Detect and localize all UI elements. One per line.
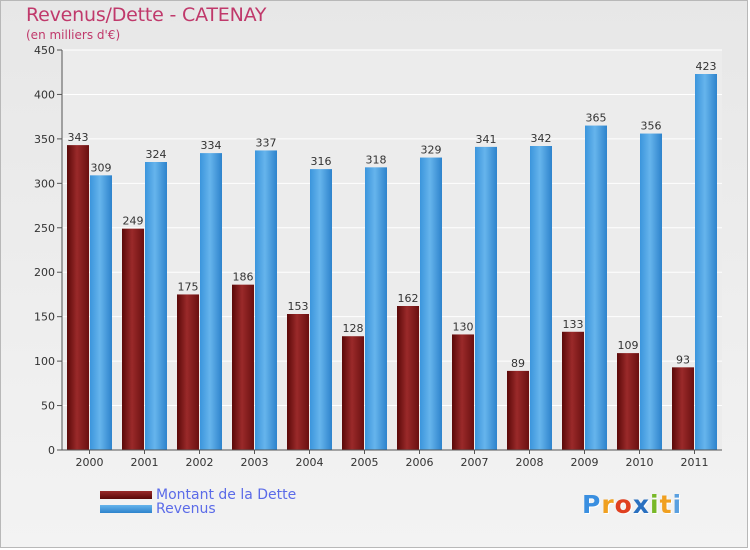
y-tick-label: 150: [34, 311, 55, 324]
data-label-revenus: 334: [201, 139, 222, 152]
x-tick-label: 2004: [296, 456, 324, 469]
y-tick-label: 250: [34, 222, 55, 235]
data-label-debt: 175: [178, 280, 199, 293]
data-label-debt: 130: [453, 320, 474, 333]
x-tick-label: 2006: [406, 456, 434, 469]
bar-revenus: [145, 162, 167, 450]
data-label-revenus: 318: [366, 153, 387, 166]
y-tick-label: 200: [34, 266, 55, 279]
legend-item-revenus: Revenus: [100, 501, 216, 517]
x-tick-label: 2010: [626, 456, 654, 469]
logo-letter: P: [582, 490, 602, 519]
x-tick-label: 2002: [186, 456, 214, 469]
x-tick-label: 2000: [76, 456, 104, 469]
y-tick-label: 450: [34, 44, 55, 57]
bar-revenus: [585, 125, 607, 451]
y-tick-label: 300: [34, 177, 55, 190]
logo-letter: r: [601, 490, 615, 519]
chart-title: Revenus/Dette - CATENAY: [26, 4, 267, 26]
bar-debt: [232, 284, 254, 450]
data-label-debt: 133: [563, 318, 584, 331]
data-label-debt: 186: [233, 271, 254, 284]
data-label-debt: 162: [398, 292, 419, 305]
x-tick-label: 2008: [516, 456, 544, 469]
legend-item-debt: Montant de la Dette: [100, 487, 297, 503]
bar-debt: [177, 294, 199, 450]
bar-revenus: [255, 150, 277, 450]
logo-letter: i: [650, 490, 660, 519]
data-label-revenus: 337: [256, 136, 277, 149]
logo-letter: o: [614, 490, 633, 519]
data-label-revenus: 329: [421, 144, 442, 157]
x-tick-label: 2001: [131, 456, 159, 469]
bar-debt: [342, 336, 364, 450]
data-label-revenus: 309: [91, 161, 112, 174]
bar-debt: [67, 145, 89, 450]
data-label-revenus: 365: [586, 112, 607, 125]
bar-revenus: [475, 146, 497, 450]
bar-revenus: [530, 146, 552, 450]
legend-label-debt: Montant de la Dette: [156, 487, 297, 503]
y-tick-label: 0: [48, 444, 55, 457]
bar-debt: [397, 306, 419, 450]
data-label-revenus: 342: [531, 132, 552, 145]
bar-revenus: [90, 175, 112, 451]
data-label-revenus: 341: [476, 133, 497, 146]
data-label-debt: 249: [123, 215, 144, 228]
x-tick-label: 2011: [681, 456, 709, 469]
legend-label-revenus: Revenus: [156, 501, 216, 517]
logo-letter: t: [659, 490, 673, 519]
bar-debt: [287, 314, 309, 450]
data-label-revenus: 356: [641, 120, 662, 133]
chart-subtitle: (en milliers d'€): [26, 28, 121, 42]
data-label-debt: 153: [288, 300, 309, 313]
data-label-debt: 128: [343, 322, 364, 335]
bar-debt: [507, 370, 529, 450]
x-tick-label: 2009: [571, 456, 599, 469]
bar-revenus: [420, 157, 442, 451]
y-tick-label: 50: [41, 400, 55, 413]
bar-debt: [617, 353, 639, 450]
data-label-debt: 109: [618, 339, 639, 352]
data-label-revenus: 316: [311, 155, 332, 168]
bar-revenus: [310, 169, 332, 450]
bar-revenus: [695, 74, 717, 450]
bar-debt: [672, 367, 694, 450]
x-tick-label: 2005: [351, 456, 379, 469]
data-label-revenus: 423: [696, 60, 717, 73]
data-label-revenus: 324: [146, 148, 167, 161]
legend-swatch-revenus: [100, 505, 152, 513]
x-tick-label: 2003: [241, 456, 269, 469]
y-tick-label: 350: [34, 133, 55, 146]
proxiti-logo: Proxiti: [582, 490, 682, 519]
data-label-debt: 89: [511, 357, 525, 370]
legend-swatch-debt: [100, 491, 152, 499]
logo-letter: x: [632, 490, 650, 519]
y-tick-label: 100: [34, 355, 55, 368]
bar-revenus: [365, 167, 387, 451]
bar-debt: [562, 331, 584, 450]
bar-revenus: [640, 133, 662, 451]
y-tick-label: 400: [34, 88, 55, 101]
plot-area: [62, 50, 722, 450]
data-label-debt: 93: [676, 353, 690, 366]
x-tick-label: 2007: [461, 456, 489, 469]
bar-debt: [452, 334, 474, 450]
data-label-debt: 343: [68, 131, 89, 144]
bar-debt: [122, 228, 144, 450]
logo-letter: i: [672, 490, 683, 519]
bar-revenus: [200, 153, 222, 450]
